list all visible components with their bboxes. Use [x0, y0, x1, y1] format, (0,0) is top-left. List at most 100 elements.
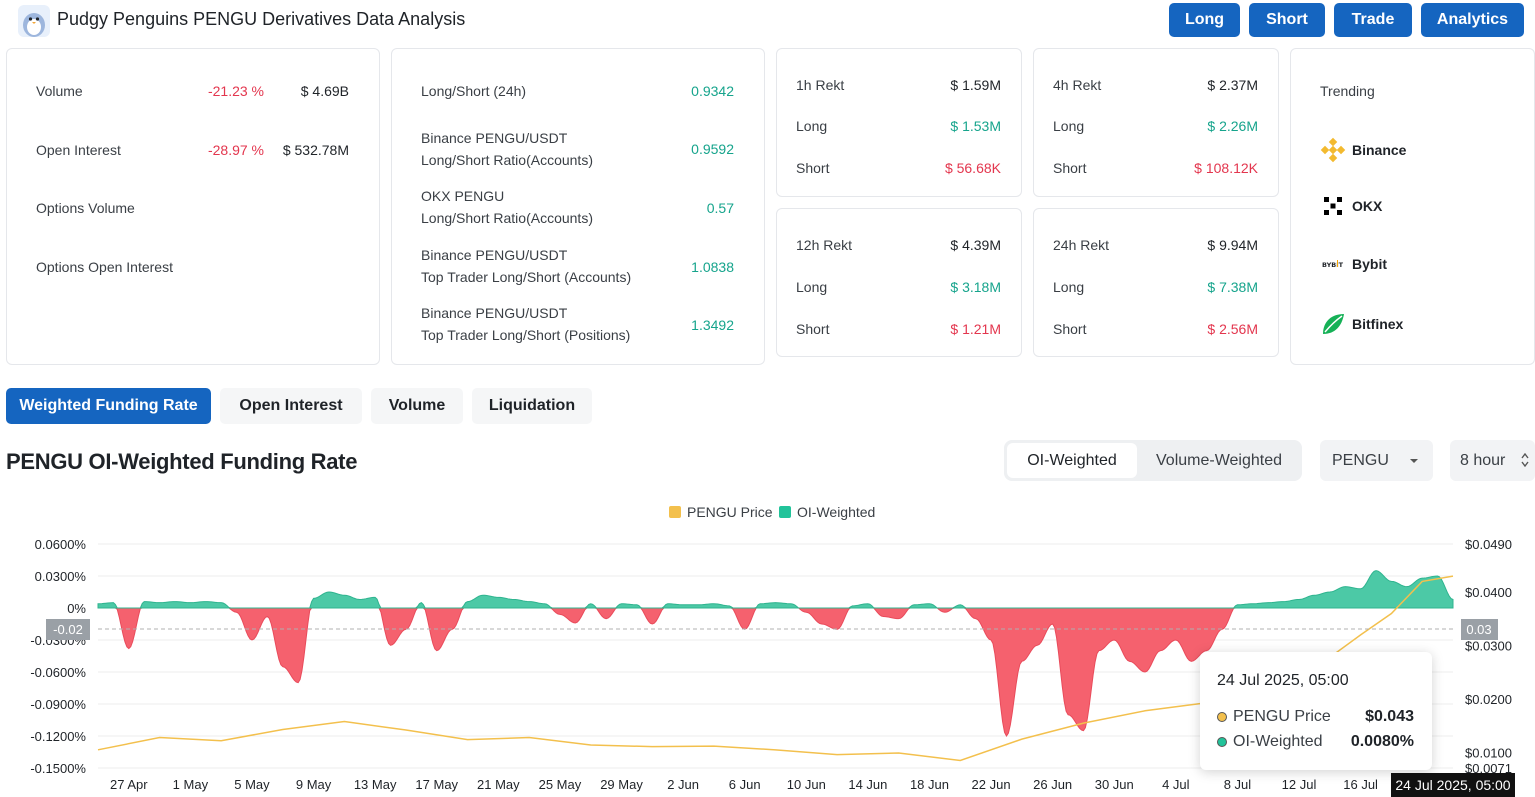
volume-label: Volume: [36, 83, 83, 99]
tab-open-interest[interactable]: Open Interest: [220, 388, 362, 424]
trending-item-bitfinex[interactable]: Bitfinex: [1320, 311, 1403, 337]
crosshair-x-label: 24 Jul 2025, 05:00: [1391, 773, 1515, 797]
options-volume-label: Options Volume: [36, 200, 135, 216]
bitfinex-icon: [1323, 314, 1344, 334]
rekt-long-value: $ 1.53M: [950, 118, 1001, 134]
rekt-4h-card: 4h Rekt $ 2.37M Long $ 2.26M Short $ 108…: [1033, 48, 1279, 197]
crosshair-left-badge: [46, 619, 90, 640]
y-axis-right: $0.0490 $0.0400 $0.0300 $0.0200 $0.0100$0.00…: [1465, 537, 1512, 776]
ratio-value: 0.9592: [691, 141, 734, 157]
bybit-icon: BYBIT: [1322, 260, 1344, 269]
x-tick-label: 2 Jun: [667, 777, 699, 792]
volume-value: $ 4.69B: [300, 83, 349, 99]
ratio-value: 0.9342: [691, 83, 734, 99]
ratio-title: OKX PENGU Long/Short Ratio(Accounts): [421, 188, 593, 226]
rekt-24h-card: 24h Rekt $ 9.94M Long $ 7.38M Short $ 2.…: [1033, 208, 1279, 357]
interval-select[interactable]: 8 hour: [1450, 440, 1535, 481]
x-tick-label: 8 Jul: [1224, 777, 1252, 792]
coin-select[interactable]: PENGU: [1320, 440, 1433, 481]
rekt-total: $ 2.37M: [1207, 77, 1258, 93]
positive-funding-area: [97, 570, 1454, 609]
trending-title: Trending: [1320, 83, 1375, 99]
x-tick-label: 16 Jul: [1343, 777, 1378, 792]
nav-trade-button[interactable]: Trade: [1334, 3, 1412, 37]
x-tick-label: 27 Apr: [110, 777, 148, 792]
options-open-interest-label: Options Open Interest: [36, 259, 173, 275]
legend-label: OI-Weighted: [797, 504, 876, 520]
nav-long-button[interactable]: Long: [1169, 3, 1240, 37]
legend-item-price[interactable]: PENGU Price: [669, 504, 773, 520]
ratio-title: Binance PENGU/USDT Top Trader Long/Short …: [421, 247, 632, 285]
tooltip-title: 24 Jul 2025, 05:00: [1217, 672, 1349, 689]
rekt-long-value: $ 2.26M: [1207, 118, 1258, 134]
x-tick-label: 29 May: [600, 777, 643, 792]
ratio-title: Binance PENGU/USDT Top Trader Long/Short …: [421, 305, 631, 343]
ratio-value: 1.0838: [691, 259, 734, 275]
crosshair-right-badge: [1461, 619, 1498, 640]
chart-title: PENGU OI-Weighted Funding Rate: [6, 449, 358, 474]
y-right-tick-label: $0.0071: [1465, 761, 1512, 776]
y-tick-label: 0.0600%: [35, 537, 87, 552]
y-right-tick-label: $0.0490: [1465, 537, 1512, 552]
ratio-value: 0.57: [706, 200, 734, 216]
y-right-tick-label: $0.0100: [1465, 745, 1512, 760]
open-interest-change: -28.97 %: [207, 142, 264, 158]
legend-label: PENGU Price: [687, 504, 773, 520]
legend-item-oi-weighted[interactable]: OI-Weighted: [779, 504, 875, 520]
up-down-chevron-icon: [1521, 453, 1529, 467]
trending-item-binance[interactable]: Binance: [1320, 137, 1406, 163]
x-tick-label: 30 Jun: [1095, 777, 1134, 792]
volume-change: -21.23 %: [207, 83, 264, 99]
rekt-total: $ 4.39M: [950, 237, 1001, 253]
rekt-short-value: $ 56.68K: [944, 160, 1001, 176]
x-tick-label: 4 Jul: [1162, 777, 1190, 792]
trending-item-label: OKX: [1352, 198, 1383, 214]
y-tick-label: -0.0900%: [30, 697, 86, 712]
rekt-title: 1h Rekt: [796, 77, 845, 93]
crosshair-left-label: -0.02: [53, 622, 83, 637]
rekt-short-label: Short: [796, 321, 830, 337]
tooltip-value: 0.0080%: [1350, 733, 1414, 750]
tooltip-row-oi: OI-Weighted: [1217, 733, 1323, 751]
open-interest-label: Open Interest: [36, 142, 121, 158]
trending-item-label: Binance: [1352, 142, 1407, 158]
trending-item-label: Bybit: [1352, 256, 1387, 272]
tab-weighted-funding-rate[interactable]: Weighted Funding Rate: [6, 388, 211, 424]
x-tick-label: 21 May: [477, 777, 520, 792]
tooltip-row-price: PENGU Price: [1217, 708, 1331, 726]
trending-item-okx[interactable]: OKX: [1324, 197, 1382, 215]
rekt-total: $ 1.59M: [950, 77, 1001, 93]
crosshair-right-label: 0.03: [1466, 622, 1491, 637]
ratio-value: 1.3492: [691, 317, 734, 333]
tooltip-dot: [1217, 737, 1227, 747]
tooltip-dot: [1217, 712, 1227, 722]
x-tick-label: 5 May: [234, 777, 270, 792]
nav-short-button[interactable]: Short: [1249, 3, 1325, 37]
rekt-short-label: Short: [1053, 321, 1087, 337]
oi-weighted-toggle[interactable]: OI-Weighted: [1007, 443, 1137, 478]
y-right-tick-label: $0.0400: [1465, 585, 1512, 600]
overview-card: Volume -21.23 % $ 4.69B Open Interest -2…: [6, 48, 380, 365]
rekt-short-value: $ 108.12K: [1194, 160, 1258, 176]
svg-text:BYBIT: BYBIT: [1322, 261, 1344, 269]
y-tick-label: 0%: [67, 601, 86, 616]
x-tick-label: 12 Jul: [1282, 777, 1317, 792]
tab-volume[interactable]: Volume: [371, 388, 463, 424]
nav-analytics-button[interactable]: Analytics: [1421, 3, 1524, 37]
x-tick-label: 26 Jun: [1033, 777, 1072, 792]
pudgy-penguins-logo: [18, 5, 50, 37]
weighting-toggle: OI-Weighted Volume-Weighted: [1004, 440, 1302, 481]
legend-swatch: [779, 506, 791, 518]
rekt-long-value: $ 3.18M: [950, 279, 1001, 295]
trending-item-bybit[interactable]: BYBIT Bybit: [1322, 256, 1387, 272]
coin-select-value: PENGU: [1332, 451, 1389, 469]
x-tick-label: 9 May: [296, 777, 332, 792]
x-tick-label: 18 Jun: [910, 777, 949, 792]
trending-item-label: Bitfinex: [1352, 316, 1404, 332]
tab-liquidation[interactable]: Liquidation: [472, 388, 592, 424]
page-title: Pudgy Penguins PENGU Derivatives Data An…: [57, 9, 466, 29]
trending-card: Trending Binance OKX BYBIT: [1290, 48, 1535, 365]
volume-weighted-toggle[interactable]: Volume-Weighted: [1156, 451, 1282, 469]
interval-select-value: 8 hour: [1460, 451, 1506, 469]
tooltip-series-name: OI-Weighted: [1233, 733, 1323, 750]
